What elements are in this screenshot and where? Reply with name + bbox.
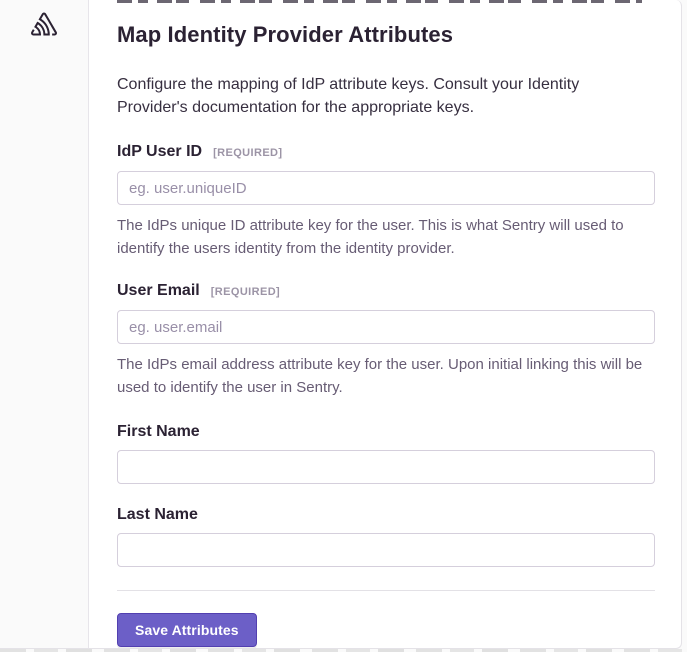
settings-content: Map Identity Provider Attributes Configu…	[89, 0, 681, 648]
first-name-input[interactable]	[117, 450, 655, 484]
last-name-label: Last Name	[117, 506, 198, 523]
sidebar	[0, 0, 89, 648]
page-title: Map Identity Provider Attributes	[117, 22, 454, 47]
sentry-logo-icon[interactable]	[31, 12, 57, 36]
form-divider	[117, 590, 655, 591]
field-user-email: User Email [REQUIRED] The IdPs email add…	[117, 282, 655, 399]
required-tag: [REQUIRED]	[210, 286, 281, 298]
field-idp-user-id: IdP User ID [REQUIRED] The IdPs unique I…	[117, 143, 655, 260]
idp-user-id-help: The IdPs unique ID attribute key for the…	[117, 217, 624, 257]
field-first-name: First Name	[117, 423, 655, 484]
field-label-row: User Email [REQUIRED]	[117, 282, 655, 300]
idp-user-id-input[interactable]	[117, 171, 655, 205]
field-label-row: First Name	[117, 423, 655, 441]
clipped-text-fragments-top	[117, 0, 642, 3]
clipped-content-bottom	[0, 649, 687, 652]
idp-user-id-label: IdP User ID	[117, 143, 203, 160]
field-label-row: Last Name	[117, 506, 655, 524]
field-label-row: IdP User ID [REQUIRED]	[117, 143, 655, 161]
user-email-input[interactable]	[117, 310, 655, 344]
required-tag: [REQUIRED]	[213, 147, 283, 159]
save-attributes-button[interactable]: Save Attributes	[117, 613, 257, 647]
first-name-label: First Name	[117, 423, 200, 440]
page-description: Configure the mapping of IdP attribute k…	[117, 76, 580, 116]
last-name-input[interactable]	[117, 533, 655, 567]
attributes-form: IdP User ID [REQUIRED] The IdPs unique I…	[117, 143, 655, 567]
field-last-name: Last Name	[117, 506, 655, 567]
user-email-help: The IdPs email address attribute key for…	[117, 356, 643, 396]
user-email-label: User Email	[117, 282, 200, 299]
